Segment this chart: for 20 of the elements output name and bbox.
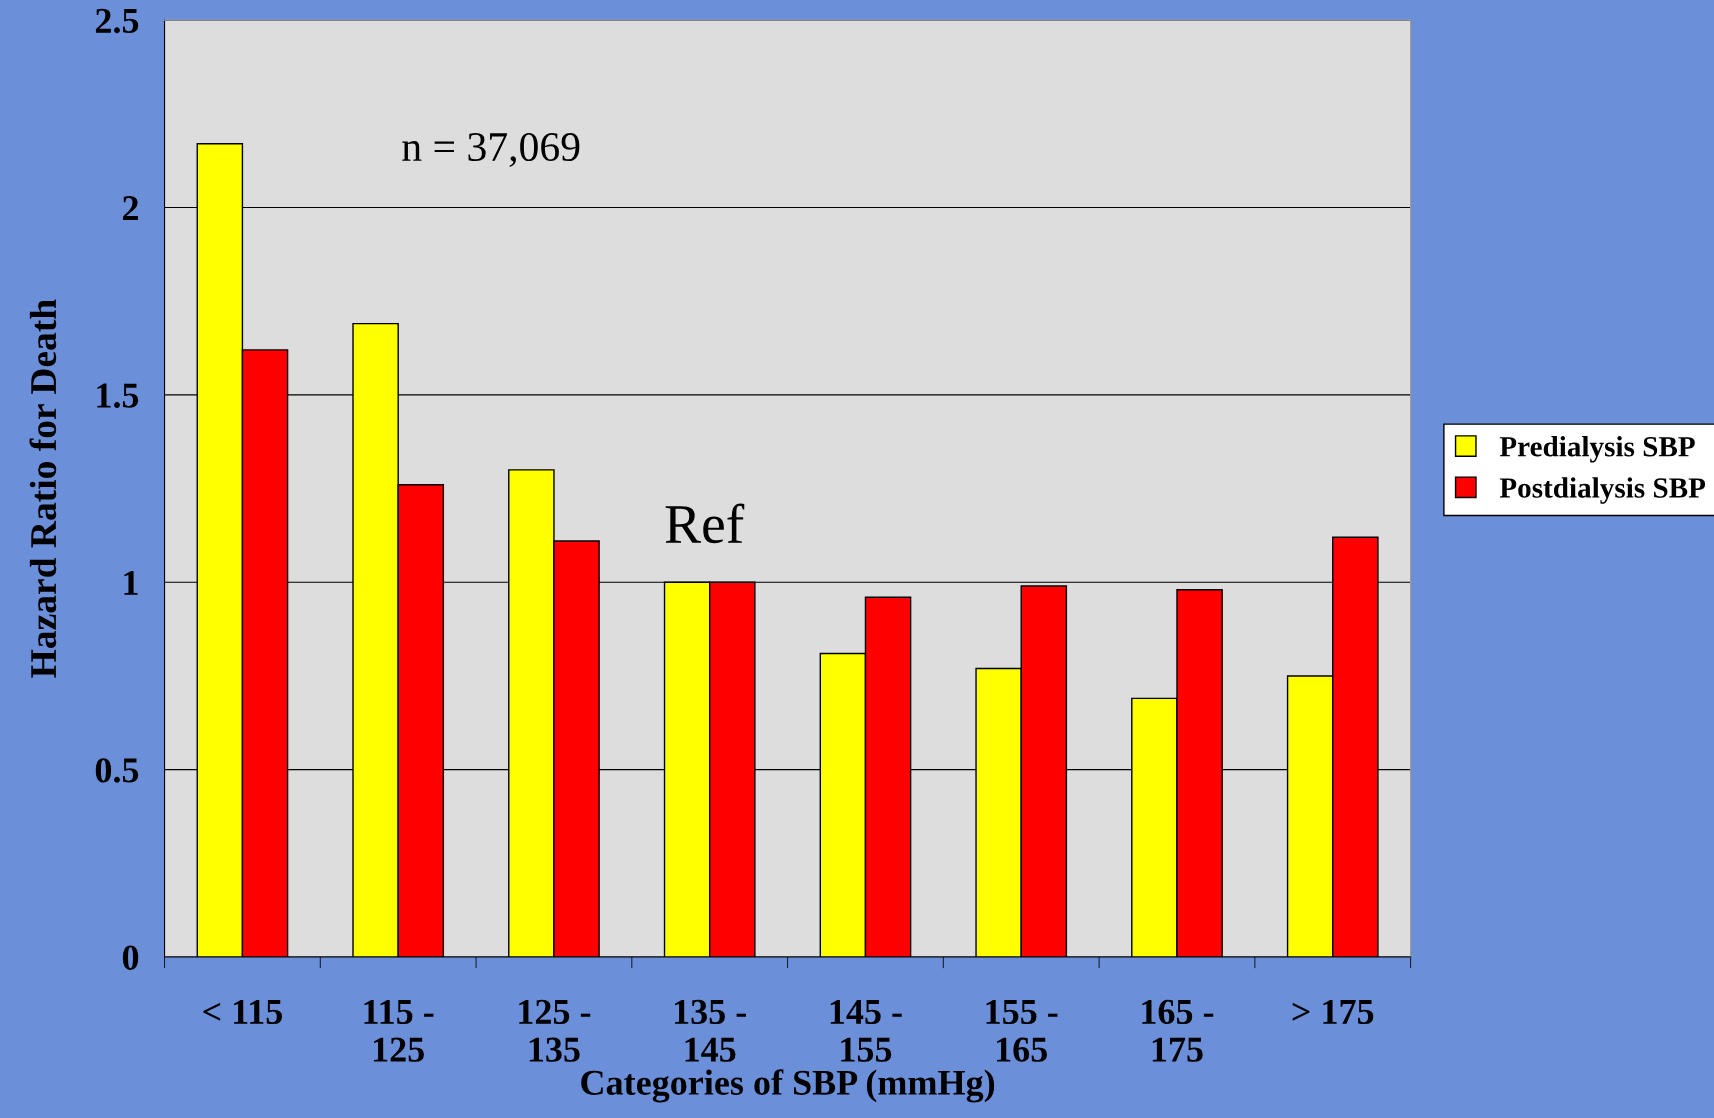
y-tick-label: 0.5 <box>95 758 139 783</box>
y-tick-label: 0 <box>122 945 139 970</box>
x-tick-label: < 115 <box>203 999 282 1025</box>
y-tick-label: 2 <box>123 196 138 221</box>
y-axis-title: Hazard Ratio for Death <box>29 299 57 678</box>
x-tick-label: 165 - 175 <box>1142 999 1214 1062</box>
x-tick-label: 115 - 125 <box>364 999 434 1062</box>
annotation: Ref <box>665 503 745 544</box>
x-tick-label: 145 - 155 <box>830 999 902 1062</box>
legend-label: Predialysis SBP <box>1499 436 1695 463</box>
x-tick-label: 135 - 145 <box>674 999 746 1062</box>
x-axis-title: Categories of SBP (mmHg) <box>581 1069 995 1103</box>
x-tick-label: > 175 <box>1292 999 1374 1025</box>
y-tick-label: 1.5 <box>97 383 139 408</box>
legend-label: Postdialysis SBP <box>1499 477 1706 504</box>
x-tick-label: 155 - 165 <box>986 999 1058 1062</box>
x-tick-label: 125 - 135 <box>519 999 591 1062</box>
annotation: n = 37,069 <box>402 132 580 168</box>
y-tick-label: 2.5 <box>95 8 139 34</box>
y-tick-label: 1 <box>124 570 138 595</box>
